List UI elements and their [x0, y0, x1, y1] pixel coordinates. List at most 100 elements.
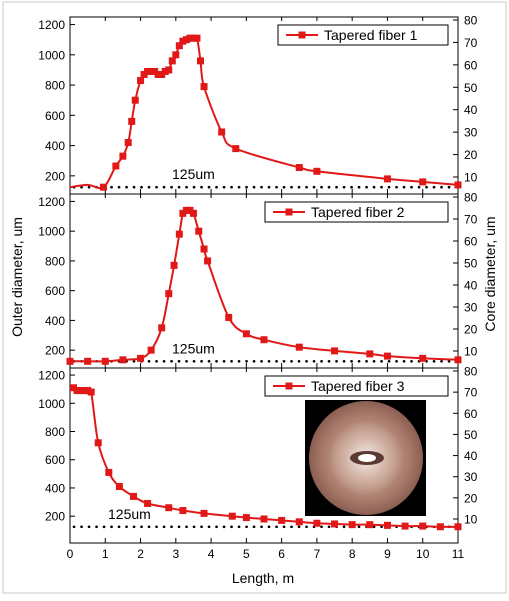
- data-point: [193, 34, 201, 42]
- y-tick-label-right: 50: [464, 428, 478, 442]
- reference-line-label: 125um: [108, 506, 151, 522]
- y-tick-label-right: 80: [464, 191, 478, 205]
- y-tick-label-left: 400: [45, 139, 65, 153]
- y-tick-label-left: 200: [45, 510, 65, 524]
- y-tick-label-right: 80: [464, 365, 478, 379]
- y-tick-label-left: 1200: [38, 195, 65, 209]
- data-point: [100, 183, 108, 191]
- y-tick-label-left: 200: [45, 169, 65, 183]
- data-point: [225, 313, 233, 321]
- y-tick-label-right: 70: [464, 36, 478, 50]
- data-point: [401, 522, 409, 530]
- data-point: [454, 356, 462, 364]
- data-point: [295, 518, 303, 526]
- data-point: [73, 387, 81, 395]
- x-tick-label: 7: [314, 547, 321, 561]
- data-point: [80, 387, 88, 395]
- data-point: [348, 521, 356, 529]
- data-point: [124, 139, 132, 147]
- y-tick-label-right: 80: [464, 14, 478, 28]
- y-tick-label-left: 400: [45, 481, 65, 495]
- x-tick-label: 9: [384, 547, 391, 561]
- data-point: [419, 178, 427, 186]
- data-point: [419, 522, 427, 530]
- data-point: [175, 230, 183, 238]
- data-point: [119, 356, 127, 364]
- data-point: [129, 492, 137, 500]
- y-tick-label-right: 50: [464, 257, 478, 271]
- data-point: [186, 206, 194, 214]
- y-tick-label-right: 60: [464, 235, 478, 249]
- data-point: [195, 227, 203, 235]
- data-point: [278, 516, 286, 524]
- data-point: [186, 34, 194, 42]
- data-point: [147, 346, 155, 354]
- data-point: [87, 388, 95, 396]
- data-point: [165, 290, 173, 298]
- y-tick-label-right: 50: [464, 81, 478, 95]
- x-tick-label: 5: [243, 547, 250, 561]
- y-tick-label-left: 200: [45, 344, 65, 358]
- data-point: [137, 77, 145, 85]
- data-point: [165, 504, 173, 512]
- y-axis-label-right: Core diameter, um: [482, 216, 498, 331]
- y-tick-label-right: 20: [464, 148, 478, 162]
- data-point: [66, 357, 74, 365]
- panel-3: 200 400 600 800 1000 1200 10 20 30 40 50 60 70 80 125u…: [38, 365, 478, 544]
- data-point: [313, 167, 321, 175]
- data-point: [137, 354, 145, 362]
- fiber-core: [358, 454, 376, 462]
- data-point: [189, 209, 197, 217]
- data-point: [260, 336, 268, 344]
- data-point: [144, 499, 152, 507]
- x-tick-label: 10: [416, 547, 430, 561]
- data-point: [366, 521, 374, 529]
- data-point: [115, 483, 123, 491]
- data-point: [170, 261, 178, 269]
- data-point: [197, 57, 205, 65]
- legend-marker-icon: [298, 31, 306, 39]
- data-point: [84, 357, 92, 365]
- legend: Tapered fiber 1: [277, 24, 449, 46]
- legend-marker-icon: [285, 382, 293, 390]
- data-point: [151, 67, 159, 75]
- y-tick-label-left: 600: [45, 109, 65, 123]
- data-point: [189, 34, 197, 42]
- inset-micrograph: [305, 400, 426, 516]
- data-point: [179, 209, 187, 217]
- data-point: [383, 352, 391, 360]
- data-point: [140, 70, 148, 78]
- y-tick-label-left: 1200: [38, 18, 65, 32]
- data-point: [172, 51, 180, 59]
- y-tick-label-left: 600: [45, 453, 65, 467]
- y-tick-label-left: 600: [45, 284, 65, 298]
- y-tick-label-right: 40: [464, 449, 478, 463]
- y-axis-label-left: Outer diameter, um: [9, 217, 25, 337]
- data-point: [200, 509, 208, 517]
- data-point: [242, 330, 250, 338]
- y-tick-label-left: 800: [45, 79, 65, 93]
- legend-box: [277, 24, 449, 46]
- data-point: [218, 128, 226, 136]
- y-tick-label-right: 60: [464, 407, 478, 421]
- x-tick-label: 4: [208, 547, 215, 561]
- legend: Tapered fiber 2: [264, 201, 449, 223]
- data-point: [94, 439, 102, 447]
- data-point: [454, 181, 462, 189]
- x-tick-label: 6: [278, 547, 285, 561]
- reference-line-label: 125um: [172, 166, 215, 182]
- x-tick-label: 2: [137, 547, 144, 561]
- y-tick-label-right: 70: [464, 386, 478, 400]
- legend-label: Tapered fiber 2: [311, 204, 405, 220]
- y-tick-label-left: 1000: [38, 225, 65, 239]
- data-point: [158, 70, 166, 78]
- data-point: [147, 67, 155, 75]
- y-tick-label-left: 800: [45, 425, 65, 439]
- data-point: [77, 387, 85, 395]
- y-tick-label-right: 60: [464, 58, 478, 72]
- legend-label: Tapered fiber 3: [311, 378, 405, 394]
- data-point: [260, 515, 268, 523]
- data-point: [232, 145, 240, 153]
